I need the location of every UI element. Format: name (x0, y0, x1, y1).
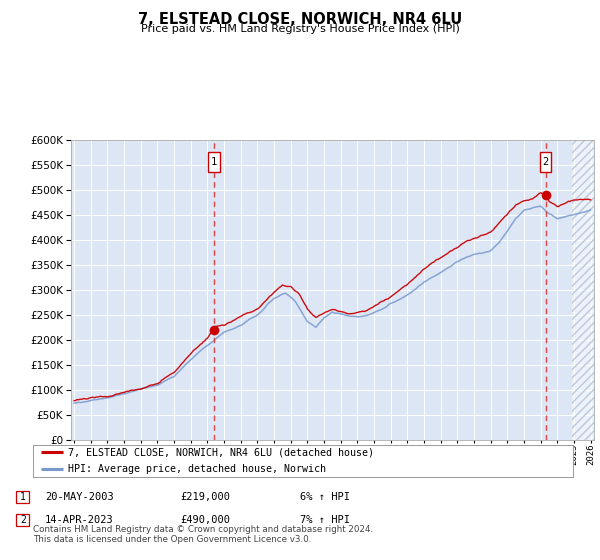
Text: 7% ↑ HPI: 7% ↑ HPI (300, 515, 350, 525)
Text: £219,000: £219,000 (180, 492, 230, 502)
Text: 6% ↑ HPI: 6% ↑ HPI (300, 492, 350, 502)
Text: 1: 1 (211, 157, 217, 167)
Bar (572, 140, 600, 440)
Text: 7, ELSTEAD CLOSE, NORWICH, NR4 6LU (detached house): 7, ELSTEAD CLOSE, NORWICH, NR4 6LU (deta… (68, 447, 374, 458)
Text: Contains HM Land Registry data © Crown copyright and database right 2024.
This d: Contains HM Land Registry data © Crown c… (33, 525, 373, 544)
Text: 7, ELSTEAD CLOSE, NORWICH, NR4 6LU: 7, ELSTEAD CLOSE, NORWICH, NR4 6LU (138, 12, 462, 27)
Text: 2: 2 (20, 515, 26, 525)
Bar (572, 140, 600, 440)
Text: 1: 1 (20, 492, 26, 502)
Text: 20-MAY-2003: 20-MAY-2003 (45, 492, 114, 502)
Text: 2: 2 (542, 157, 548, 167)
Text: Price paid vs. HM Land Registry's House Price Index (HPI): Price paid vs. HM Land Registry's House … (140, 24, 460, 34)
FancyBboxPatch shape (208, 152, 220, 172)
Text: HPI: Average price, detached house, Norwich: HPI: Average price, detached house, Norw… (68, 464, 326, 474)
Text: £490,000: £490,000 (180, 515, 230, 525)
FancyBboxPatch shape (540, 152, 551, 172)
Text: 14-APR-2023: 14-APR-2023 (45, 515, 114, 525)
